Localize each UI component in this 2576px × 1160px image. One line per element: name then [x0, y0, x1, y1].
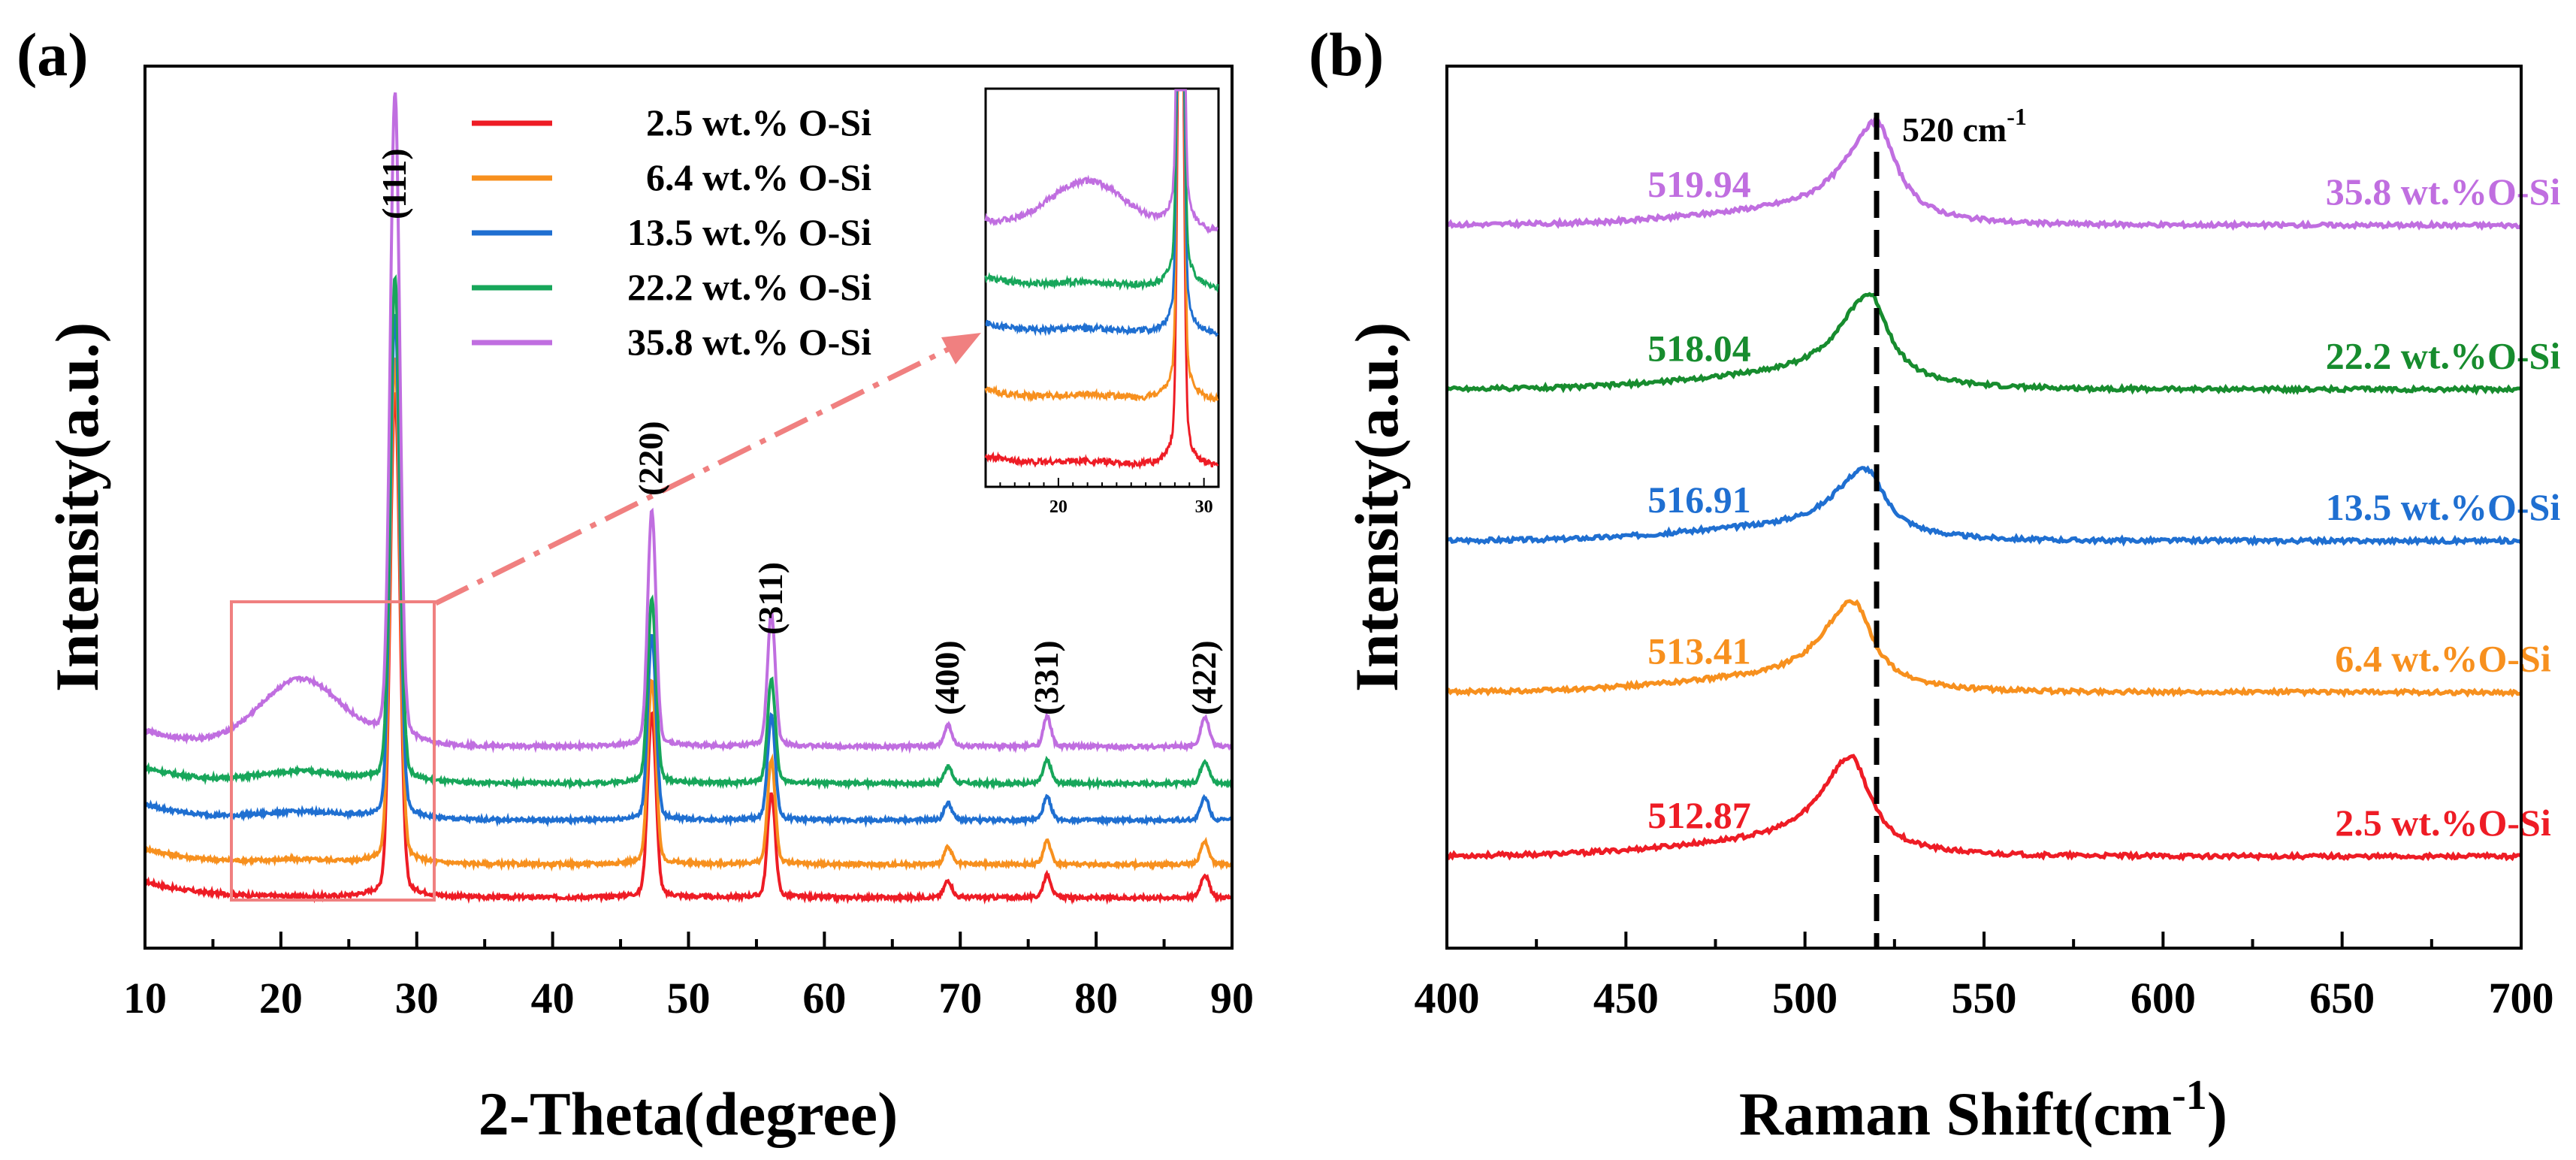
raman-curve-35-8-wt-o-si: [1446, 117, 2523, 231]
xrd-curve-2-5-wt-o-si: [144, 391, 1234, 905]
panel-a-label: (a): [17, 20, 89, 89]
panel-a-tick-label: 40: [531, 974, 575, 1023]
panel-a-tick-label: 70: [938, 974, 982, 1023]
peak-position-518-04: 518.04: [1647, 327, 1751, 369]
reference-label-text: 520 cm: [1902, 110, 2007, 149]
peak-position-512-87: 512.87: [1647, 794, 1751, 836]
panel-a: (a) 20 30 (111)(220)(311)(400) (331) (422) …: [17, 20, 1254, 1148]
panel-b-tick-label: 450: [1593, 974, 1659, 1023]
peak-label-220: (220): [632, 421, 670, 496]
raman-curve-6-4-wt-o-si: [1445, 599, 2523, 699]
panel-b-series-labels: 512.87 2.5 wt.%O-Si 513.41 6.4 wt.%O-Si 516.…: [1647, 163, 2560, 844]
panel-a-tick-label: 20: [259, 974, 303, 1023]
panel-b-x-axis-title: Raman Shift(cm-1): [1739, 1072, 2227, 1148]
raman-curve-13-5-wt-o-si: [1446, 465, 2523, 547]
series-label-22-2-wt-o-si: 22.2 wt.%O-Si: [2326, 334, 2561, 376]
legend-label-2-5-wt-o-si: 2.5 wt.% O-Si: [646, 101, 871, 143]
panel-b-x-axis-title-sup: -1: [2172, 1072, 2207, 1119]
panel-b-tick-label: 700: [2489, 974, 2554, 1023]
raman-curve-22-2-wt-o-si: [1445, 292, 2522, 396]
panel-a-x-axis-title: 2-Theta(degree): [479, 1080, 898, 1148]
panel-a-y-axis-title: Intensity(a.u.): [43, 322, 111, 692]
panel-b-label: (b): [1309, 20, 1384, 89]
panel-b-x-ticks: 400 450 500 550 600 650 700: [1415, 932, 2554, 1023]
zoom-region-box: [230, 600, 436, 902]
panel-b-x-axis-title-close: ): [2207, 1080, 2227, 1148]
peak-label-400: (400): [928, 640, 966, 715]
panel-b-tick-label: 400: [1415, 974, 1480, 1023]
panel-b-y-axis-title: Intensity(a.u.): [1342, 322, 1411, 692]
xrd-curve-6-4-wt-o-si: [143, 357, 1234, 872]
peak-label-422: (422): [1185, 640, 1223, 715]
panel-a-series: [143, 92, 1234, 905]
legend-label-6-4-wt-o-si: 6.4 wt.% O-Si: [646, 156, 871, 198]
inset-plot: 20 30: [984, 87, 1220, 517]
legend: 2.5 wt.% O-Si 6.4 wt.% O-Si 13.5 wt.% O-Si…: [472, 101, 871, 363]
panel-a-tick-label: 50: [667, 974, 711, 1023]
panel-a-tick-label: 90: [1210, 974, 1254, 1023]
panel-b-tick-label: 600: [2131, 974, 2196, 1023]
series-label-35-8-wt-o-si: 35.8 wt.%O-Si: [2326, 171, 2561, 213]
zoom-arrow-line: [434, 340, 962, 606]
inset-frame: [984, 87, 1220, 488]
panel-b-tick-label: 550: [1952, 974, 2017, 1023]
reference-label-sup: -1: [2007, 103, 2027, 130]
peak-label-311: (311): [751, 562, 790, 635]
raman-curve-2-5-wt-o-si: [1445, 754, 2523, 862]
panel-b-x-axis-title-main: Raman Shift(cm: [1739, 1080, 2172, 1148]
zoom-arrow-head: [941, 333, 981, 364]
panel-b-tick-label: 650: [2309, 974, 2375, 1023]
panel-a-tick-label: 60: [802, 974, 846, 1023]
panel-b-series: [1445, 117, 2523, 862]
legend-label-13-5-wt-o-si: 13.5 wt.% O-Si: [627, 211, 871, 253]
peak-label-111: (111): [375, 148, 413, 219]
peak-position-519-94: 519.94: [1647, 163, 1751, 205]
xrd-curve-13-5-wt-o-si: [143, 313, 1234, 828]
series-label-6-4-wt-o-si: 6.4 wt.%O-Si: [2335, 638, 2551, 680]
inset-tick-label: 30: [1195, 497, 1213, 517]
inset-ticks: 20 30: [985, 478, 1219, 517]
peak-label-331: (331): [1027, 640, 1065, 715]
panel-b-tick-label: 500: [1772, 974, 1838, 1023]
panel-a-tick-label: 80: [1074, 974, 1118, 1023]
series-label-2-5-wt-o-si: 2.5 wt.%O-Si: [2335, 802, 2551, 844]
peak-position-516-91: 516.91: [1647, 479, 1751, 521]
series-label-13-5-wt-o-si: 13.5 wt.%O-Si: [2326, 486, 2561, 528]
peak-labels: (111) (220) (311) (400) (331) (422): [375, 148, 1223, 715]
legend-label-22-2-wt-o-si: 22.2 wt.% O-Si: [627, 266, 871, 308]
legend-label-35-8-wt-o-si: 35.8 wt.% O-Si: [627, 321, 871, 363]
peak-position-513-41: 513.41: [1647, 630, 1751, 672]
reference-520-label: 520 cm-1: [1902, 103, 2027, 149]
inset-series: [984, 89, 1219, 470]
inset-curve-35-8-wt-o-si: [984, 89, 1219, 234]
xrd-curve-35-8-wt-o-si: [143, 92, 1233, 754]
xrd-curve-22-2-wt-o-si: [144, 273, 1234, 791]
panel-a-tick-label: 10: [123, 974, 167, 1023]
panel-a-tick-label: 30: [395, 974, 439, 1023]
inset-tick-label: 20: [1049, 497, 1068, 517]
panel-a-x-ticks: 10 20 30 40 50 60 70 80 90: [123, 932, 1254, 1023]
